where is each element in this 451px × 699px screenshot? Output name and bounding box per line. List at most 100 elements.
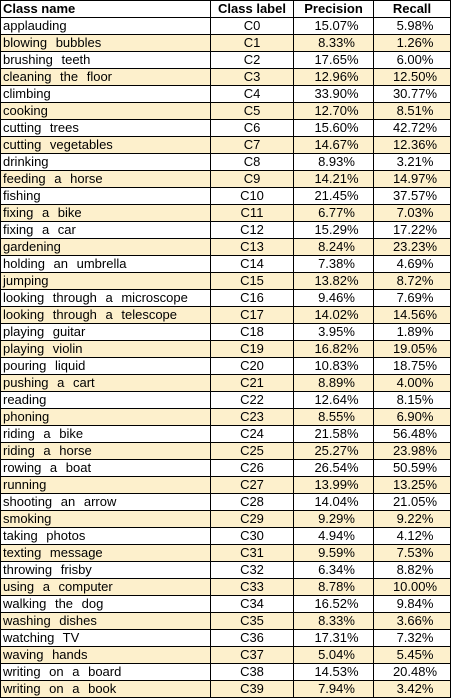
table-row: looking through a microscope C16 9.46% 7.69…	[0, 289, 451, 307]
class-label-cell: C26	[210, 459, 294, 477]
class-name-cell: reading	[0, 391, 211, 409]
table-row: phoning C23 8.55% 6.90%	[0, 408, 451, 426]
class-label-cell: C31	[210, 544, 294, 562]
recall-cell: 18.75%	[373, 357, 451, 375]
class-label-cell: C27	[210, 476, 294, 494]
table-row: fixing a car C12 15.29% 17.22%	[0, 221, 451, 239]
recall-cell: 3.21%	[373, 153, 451, 171]
table-row: washing dishes C35 8.33% 3.66%	[0, 612, 451, 630]
class-label-cell: C29	[210, 510, 294, 528]
recall-cell: 9.22%	[373, 510, 451, 528]
class-label-cell: C4	[210, 85, 294, 103]
table-row: throwing frisby C32 6.34% 8.82%	[0, 561, 451, 579]
precision-cell: 8.24%	[293, 238, 374, 256]
class-label-cell: C12	[210, 221, 294, 239]
table-row: shooting an arrow C28 14.04% 21.05%	[0, 493, 451, 511]
class-name-cell: taking photos	[0, 527, 211, 545]
class-name-cell: walking the dog	[0, 595, 211, 613]
precision-cell: 21.45%	[293, 187, 374, 205]
table-row: cooking C5 12.70% 8.51%	[0, 102, 451, 120]
table-row: texting message C31 9.59% 7.53%	[0, 544, 451, 562]
table-row: looking through a telescope C17 14.02% 14.5…	[0, 306, 451, 324]
precision-cell: 13.99%	[293, 476, 374, 494]
recall-cell: 42.72%	[373, 119, 451, 137]
class-name-cell: fishing	[0, 187, 211, 205]
column-header-precision: Precision	[293, 0, 374, 18]
class-name-cell: shooting an arrow	[0, 493, 211, 511]
precision-cell: 8.78%	[293, 578, 374, 596]
recall-cell: 50.59%	[373, 459, 451, 477]
recall-cell: 20.48%	[373, 663, 451, 681]
precision-cell: 15.07%	[293, 17, 374, 35]
precision-cell: 15.29%	[293, 221, 374, 239]
table-row: running C27 13.99% 13.25%	[0, 476, 451, 494]
table-row: writing on a board C38 14.53% 20.48%	[0, 663, 451, 681]
precision-cell: 6.77%	[293, 204, 374, 222]
table-row: using a computer C33 8.78% 10.00%	[0, 578, 451, 596]
precision-cell: 4.94%	[293, 527, 374, 545]
table-row: gardening C13 8.24% 23.23%	[0, 238, 451, 256]
class-label-cell: C38	[210, 663, 294, 681]
recall-cell: 8.82%	[373, 561, 451, 579]
class-name-cell: playing guitar	[0, 323, 211, 341]
recall-cell: 30.77%	[373, 85, 451, 103]
recall-cell: 5.45%	[373, 646, 451, 664]
precision-cell: 13.82%	[293, 272, 374, 290]
recall-cell: 8.51%	[373, 102, 451, 120]
class-label-cell: C28	[210, 493, 294, 511]
recall-cell: 4.69%	[373, 255, 451, 273]
precision-cell: 25.27%	[293, 442, 374, 460]
class-name-cell: running	[0, 476, 211, 494]
class-name-cell: riding a bike	[0, 425, 211, 443]
class-label-cell: C0	[210, 17, 294, 35]
class-name-cell: brushing teeth	[0, 51, 211, 69]
table-row: fixing a bike C11 6.77% 7.03%	[0, 204, 451, 222]
column-header-class-name: Class name	[0, 0, 211, 18]
class-label-cell: C32	[210, 561, 294, 579]
class-label-cell: C19	[210, 340, 294, 358]
class-label-cell: C1	[210, 34, 294, 52]
precision-cell: 8.89%	[293, 374, 374, 392]
recall-cell: 1.89%	[373, 323, 451, 341]
table-row: playing violin C19 16.82% 19.05%	[0, 340, 451, 358]
class-name-cell: looking through a telescope	[0, 306, 211, 324]
recall-cell: 8.72%	[373, 272, 451, 290]
class-name-cell: jumping	[0, 272, 211, 290]
class-name-cell: pushing a cart	[0, 374, 211, 392]
class-name-cell: writing on a book	[0, 680, 211, 698]
recall-cell: 19.05%	[373, 340, 451, 358]
recall-cell: 12.36%	[373, 136, 451, 154]
class-label-cell: C10	[210, 187, 294, 205]
class-name-cell: blowing bubbles	[0, 34, 211, 52]
table-row: taking photos C30 4.94% 4.12%	[0, 527, 451, 545]
class-name-cell: gardening	[0, 238, 211, 256]
class-name-cell: playing violin	[0, 340, 211, 358]
recall-cell: 23.23%	[373, 238, 451, 256]
class-name-cell: pouring liquid	[0, 357, 211, 375]
class-label-cell: C30	[210, 527, 294, 545]
precision-cell: 8.93%	[293, 153, 374, 171]
class-name-cell: climbing	[0, 85, 211, 103]
table-row: waving hands C37 5.04% 5.45%	[0, 646, 451, 664]
precision-cell: 8.55%	[293, 408, 374, 426]
class-name-cell: cutting trees	[0, 119, 211, 137]
table-row: pushing a cart C21 8.89% 4.00%	[0, 374, 451, 392]
table-row: cutting trees C6 15.60% 42.72%	[0, 119, 451, 137]
precision-cell: 15.60%	[293, 119, 374, 137]
recall-cell: 7.53%	[373, 544, 451, 562]
recall-cell: 3.66%	[373, 612, 451, 630]
table-row: riding a horse C25 25.27% 23.98%	[0, 442, 451, 460]
precision-cell: 8.33%	[293, 612, 374, 630]
class-label-cell: C2	[210, 51, 294, 69]
precision-cell: 12.64%	[293, 391, 374, 409]
precision-cell: 14.67%	[293, 136, 374, 154]
precision-cell: 5.04%	[293, 646, 374, 664]
precision-cell: 14.53%	[293, 663, 374, 681]
class-label-cell: C9	[210, 170, 294, 188]
class-name-cell: phoning	[0, 408, 211, 426]
class-label-cell: C33	[210, 578, 294, 596]
class-name-cell: cutting vegetables	[0, 136, 211, 154]
class-label-cell: C7	[210, 136, 294, 154]
table-row: rowing a boat C26 26.54% 50.59%	[0, 459, 451, 477]
class-name-cell: throwing frisby	[0, 561, 211, 579]
